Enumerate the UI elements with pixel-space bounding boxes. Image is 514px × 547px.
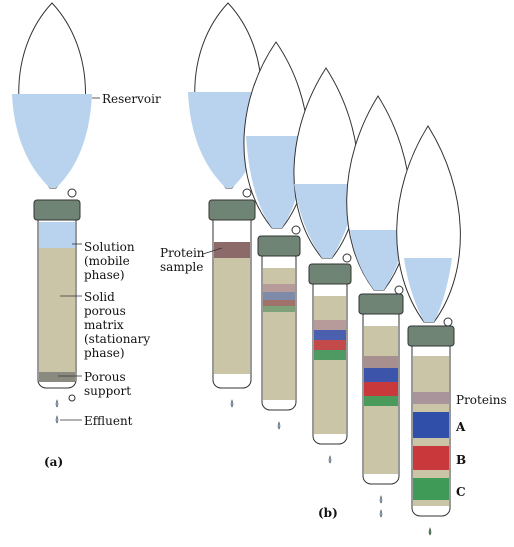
band-b4-1	[364, 356, 398, 368]
effluent-drop-b4-2	[379, 509, 383, 518]
label-panel-b: (b)	[318, 506, 338, 520]
effluent-drop-a-1	[55, 399, 59, 408]
reservoir-liquid-b3	[294, 184, 358, 258]
label-protein-a: A	[456, 420, 466, 434]
label-effluent: Effluent	[84, 414, 133, 428]
column-a	[12, 2, 100, 424]
stationary-matrix-b3	[314, 296, 346, 434]
label-protein-b: B	[456, 453, 467, 467]
stopcock-knob-b1	[242, 188, 252, 198]
stopper-b3	[308, 263, 352, 285]
reservoir-liquid-b2	[246, 136, 308, 228]
label-panel-a: (a)	[44, 455, 64, 469]
stopper-b4	[358, 293, 404, 315]
stationary-matrix-a	[39, 248, 75, 372]
band-b2-1	[263, 284, 295, 292]
band-b4-4	[364, 396, 398, 406]
stopper-a	[33, 199, 81, 221]
label-matrix: Solid porous matrix (stationary phase)	[84, 290, 151, 360]
stopcock-knob-a	[67, 188, 77, 198]
leader-protein-sample	[202, 247, 223, 255]
stopper-b1	[208, 199, 256, 221]
reservoir-liquid-b5	[404, 258, 452, 322]
band-b3-1	[314, 320, 346, 330]
stopper-b2	[257, 235, 301, 257]
band-b4-2	[364, 368, 398, 382]
effluent-drop-b5	[428, 527, 432, 536]
reservoir-liquid-a	[12, 94, 92, 188]
outlet-knob-a	[68, 394, 76, 402]
stationary-matrix-b1	[214, 258, 250, 374]
band-protein-b	[413, 446, 449, 470]
stopcock-knob-b2	[291, 225, 301, 235]
porous-support-a	[39, 372, 75, 382]
stopcock-knob-b3	[342, 253, 352, 263]
column-b3	[293, 67, 359, 464]
band-b2-4	[263, 306, 295, 312]
label-reservoir: Reservoir	[102, 92, 161, 106]
band-b3-3	[314, 340, 346, 350]
column-b2	[243, 41, 309, 430]
band-b2-2	[263, 292, 295, 300]
effluent-drop-b3	[328, 455, 332, 464]
mobile-phase-a	[39, 222, 75, 248]
reservoir-liquid-b4	[350, 230, 408, 290]
stopcock-knob-b4	[394, 285, 404, 295]
label-protein-c: C	[456, 485, 466, 499]
protein-sample-band	[214, 242, 250, 258]
effluent-drop-a-2	[55, 415, 59, 424]
column-b4	[346, 95, 411, 518]
label-protein-sample: Protein sample	[160, 246, 205, 274]
band-protein-a	[413, 412, 449, 438]
band-b4-3	[364, 382, 398, 396]
column-b5	[396, 125, 461, 536]
effluent-drop-b4	[379, 495, 383, 504]
band-protein-c	[413, 478, 449, 500]
band-b3-4	[314, 350, 346, 360]
label-proteins: Proteins	[456, 393, 507, 407]
column-b1	[188, 2, 268, 408]
effluent-drop-b1	[230, 399, 234, 408]
stopcock-knob-b5	[443, 317, 453, 327]
stopper-b5	[407, 325, 455, 347]
label-porous-support: Porous support	[84, 370, 132, 398]
band-b3-2	[314, 330, 346, 340]
effluent-drop-b2	[277, 421, 281, 430]
band-b5-top	[413, 392, 449, 404]
label-solution: Solution (mobile phase)	[84, 240, 135, 282]
band-b2-3	[263, 300, 295, 306]
